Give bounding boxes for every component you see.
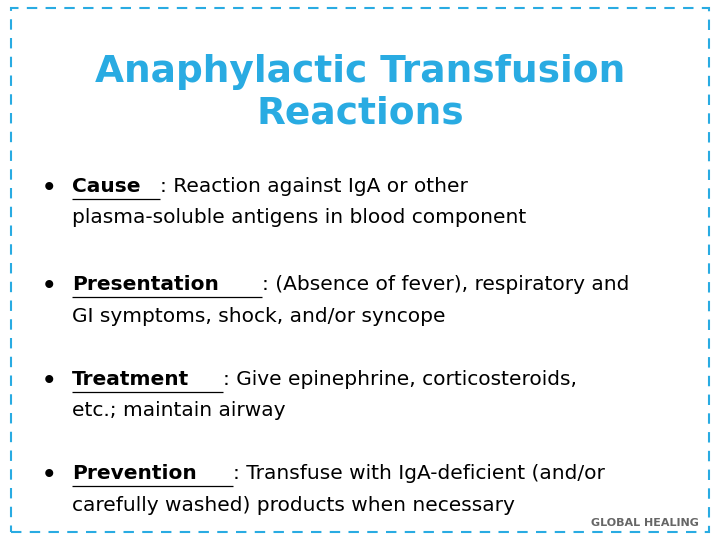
Text: plasma-soluble antigens in blood component: plasma-soluble antigens in blood compone… (72, 208, 526, 227)
Text: Prevention: Prevention (72, 464, 197, 483)
Text: : Reaction against IgA or other: : Reaction against IgA or other (161, 177, 468, 196)
Text: GI symptoms, shock, and/or syncope: GI symptoms, shock, and/or syncope (72, 307, 446, 326)
Text: Treatment: Treatment (72, 370, 189, 389)
Text: •: • (42, 275, 56, 299)
Text: Anaphylactic Transfusion
Reactions: Anaphylactic Transfusion Reactions (95, 54, 625, 132)
Text: : (Absence of fever), respiratory and: : (Absence of fever), respiratory and (261, 275, 629, 294)
Text: •: • (42, 177, 56, 200)
Text: GLOBAL HEALING: GLOBAL HEALING (590, 518, 698, 528)
Text: •: • (42, 370, 56, 393)
Text: etc.; maintain airway: etc.; maintain airway (72, 401, 286, 420)
Text: Cause: Cause (72, 177, 140, 196)
Text: : Transfuse with IgA-deficient (and/or: : Transfuse with IgA-deficient (and/or (233, 464, 605, 483)
Text: Presentation: Presentation (72, 275, 219, 294)
Text: : Give epinephrine, corticosteroids,: : Give epinephrine, corticosteroids, (223, 370, 577, 389)
Text: •: • (42, 464, 56, 488)
Text: carefully washed) products when necessary: carefully washed) products when necessar… (72, 496, 515, 515)
